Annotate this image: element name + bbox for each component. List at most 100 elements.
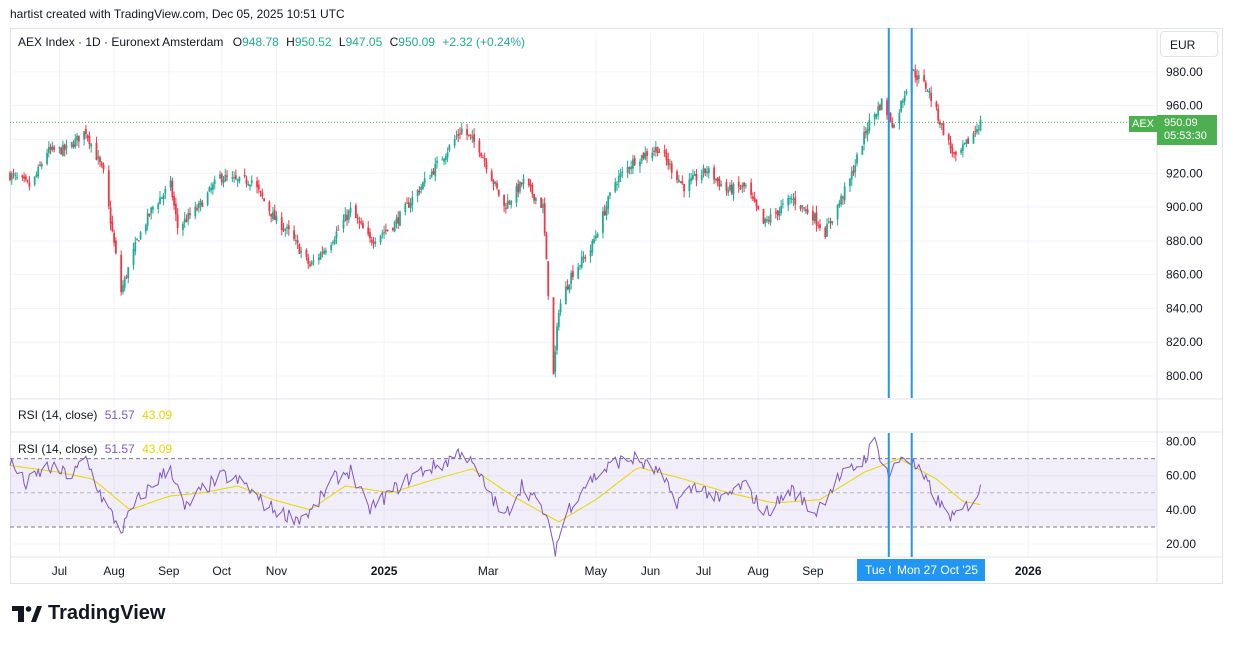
candle-body bbox=[889, 112, 892, 122]
candle-body bbox=[275, 215, 278, 222]
candle-body bbox=[125, 276, 128, 278]
candle-body bbox=[14, 174, 17, 176]
candle-body bbox=[707, 167, 710, 174]
time-tick-label: Oct bbox=[212, 564, 231, 578]
rsi-value: 51.57 bbox=[104, 408, 135, 422]
candle-body bbox=[272, 212, 274, 220]
candle-body bbox=[564, 286, 567, 305]
candle-body bbox=[552, 297, 555, 375]
candle-body bbox=[527, 178, 530, 186]
candle-body bbox=[411, 197, 414, 206]
price-tick-label: 980.00 bbox=[1166, 65, 1203, 79]
candle-body bbox=[169, 180, 172, 188]
candle-body bbox=[850, 171, 853, 180]
candle-body bbox=[293, 230, 296, 239]
candle-body bbox=[473, 134, 475, 142]
candle-body bbox=[369, 232, 371, 239]
candle-body bbox=[582, 257, 585, 259]
candle-body bbox=[88, 136, 91, 144]
candle-body bbox=[65, 145, 68, 149]
candle-body bbox=[490, 171, 493, 182]
candle-body bbox=[404, 203, 407, 212]
candle-body bbox=[976, 129, 978, 133]
time-tick-label: 2025 bbox=[371, 564, 398, 578]
candle-body bbox=[37, 166, 40, 177]
candle-body bbox=[935, 101, 938, 108]
candle-body bbox=[459, 133, 461, 135]
rsi-tick-label: 60.00 bbox=[1166, 469, 1196, 483]
price-tick-label: 960.00 bbox=[1166, 99, 1203, 113]
candle-body bbox=[838, 202, 841, 206]
candle-body bbox=[356, 217, 359, 220]
candle-body bbox=[602, 211, 604, 233]
candle-body bbox=[74, 138, 77, 148]
time-tick-label: Jun bbox=[641, 564, 660, 578]
candle-body bbox=[963, 143, 966, 145]
candle-body bbox=[196, 208, 198, 210]
open-value: 948.78 bbox=[242, 35, 279, 49]
candle-body bbox=[533, 193, 535, 201]
candle-body bbox=[233, 177, 236, 179]
candle-body bbox=[358, 221, 361, 223]
rsi-tick-label: 80.00 bbox=[1166, 435, 1196, 449]
candle-body bbox=[457, 134, 460, 136]
candle-body bbox=[47, 147, 50, 154]
candle-body bbox=[841, 197, 844, 199]
candle-body bbox=[330, 244, 333, 251]
candle-body bbox=[743, 182, 745, 187]
candle-body bbox=[482, 157, 484, 159]
rsi-legend[interactable]: RSI (14, close) 51.57 43.09 bbox=[18, 442, 172, 456]
candle-body bbox=[693, 174, 696, 176]
candle-body bbox=[310, 262, 313, 265]
candle-body bbox=[26, 180, 29, 182]
candle-body bbox=[607, 196, 610, 209]
candle-body bbox=[556, 326, 558, 351]
price-tick-label: 860.00 bbox=[1166, 268, 1203, 282]
currency-button[interactable]: EUR bbox=[1160, 31, 1218, 57]
tradingview-logo[interactable]: TradingView bbox=[12, 602, 165, 625]
candle-body bbox=[422, 182, 424, 189]
rsi-tick-label: 40.00 bbox=[1166, 503, 1196, 517]
candle-body bbox=[282, 228, 285, 230]
price-tick-label: 820.00 bbox=[1166, 335, 1203, 349]
candle-body bbox=[146, 213, 149, 226]
candle-body bbox=[916, 75, 918, 81]
candle-body bbox=[651, 152, 654, 159]
candle-body bbox=[856, 154, 858, 164]
candle-body bbox=[183, 218, 186, 223]
candle-body bbox=[157, 203, 160, 210]
candle-body bbox=[392, 228, 394, 230]
candle-body bbox=[152, 206, 154, 210]
price-tick-label: 900.00 bbox=[1166, 200, 1203, 214]
candle-body bbox=[609, 192, 611, 196]
candle-body bbox=[568, 284, 571, 291]
candle-body bbox=[337, 229, 340, 231]
candle-body bbox=[815, 212, 818, 225]
candle-body bbox=[40, 164, 43, 167]
rsi-legend-collapsed[interactable]: RSI (14, close) 51.57 43.09 bbox=[18, 408, 172, 422]
candle-body bbox=[667, 159, 670, 166]
candle-body bbox=[974, 131, 977, 133]
candle-body bbox=[632, 159, 634, 169]
candle-body bbox=[379, 235, 382, 243]
candle-body bbox=[605, 206, 608, 216]
candle-body bbox=[790, 198, 793, 200]
close-value: 950.09 bbox=[398, 35, 435, 49]
candle-body bbox=[100, 162, 103, 166]
candle-body bbox=[62, 144, 64, 156]
candle-body bbox=[639, 161, 641, 167]
candle-body bbox=[189, 213, 191, 216]
candle-body bbox=[923, 75, 925, 82]
candle-body bbox=[953, 152, 955, 154]
candle-body bbox=[633, 158, 636, 165]
candle-body bbox=[951, 146, 954, 154]
candle-body bbox=[739, 188, 742, 190]
candle-body bbox=[824, 227, 827, 238]
candle-body bbox=[24, 176, 27, 180]
candle-body bbox=[769, 214, 772, 223]
candle-body bbox=[362, 223, 364, 229]
candle-body bbox=[614, 182, 617, 192]
candle-body bbox=[333, 239, 336, 244]
candle-body bbox=[312, 260, 315, 262]
